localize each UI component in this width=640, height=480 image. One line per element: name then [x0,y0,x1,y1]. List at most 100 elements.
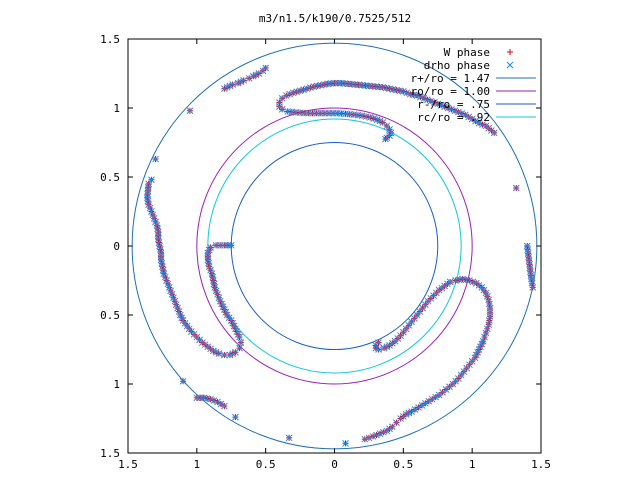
drho-phase-point [245,74,253,82]
drho-phase-point [150,215,158,222]
drho-phase-point [452,277,460,284]
legend-w-phase-marker [507,49,513,55]
drho-phase-point [380,344,388,352]
legend-drho-phase-marker [506,61,514,69]
drho-phase-point [148,208,155,215]
drho-phase-point [179,377,187,385]
y-tick-label: 1.5 [100,447,120,460]
drho-phase-point [232,413,239,421]
drho-phase-point [444,104,452,112]
drho-phase-point [221,351,228,359]
drho-phase-point [170,294,177,302]
drho-phase-point [160,270,168,277]
drho-phase-point [148,176,155,184]
x-tick-label: 1.5 [118,458,138,471]
drho-phase-point [369,433,377,440]
phase-points [143,64,537,447]
drho-phase-point [406,90,414,98]
drho-phase-point [207,244,214,251]
drho-phase-point [175,308,183,315]
drho-phase-point [483,293,491,300]
drho-phase-point [441,103,448,110]
drho-phase-point [420,94,428,102]
drho-phase-point [481,333,488,341]
drho-phase-point [434,100,442,108]
chart-title: m3/n1.5/k190/0.7525/512 [259,12,411,25]
drho-phase-point [174,304,181,312]
drho-phase-point [380,428,387,436]
legend-label: r+/ro = 1.47 [411,72,490,85]
drho-phase-point [529,284,537,291]
drho-phase-point [479,121,486,128]
drho-phase-point [386,126,393,133]
drho-phase-point [145,201,153,208]
drho-phase-point [469,278,477,286]
y-tick-label: 1 [113,378,120,391]
drho-phase-point [479,337,487,345]
drho-phase-point [212,287,220,295]
drho-phase-point [361,435,369,443]
legend-label: W phase [444,46,490,59]
drho-phase-point [237,339,245,346]
drho-phase-point [149,211,157,219]
drho-phase-point [221,85,228,93]
drho-phase-point [186,107,194,115]
drho-phase-point [482,122,490,130]
drho-phase-point [207,266,214,274]
y-tick-label: 0.5 [100,309,120,322]
radius-circle [230,142,439,350]
y-tick-label: 0.5 [100,171,120,184]
drho-phase-point [485,296,493,304]
radius-circle [196,107,473,385]
drho-phase-point [259,67,267,75]
drho-phase-point [365,434,373,442]
radius-circle [207,118,462,374]
drho-phase-point [161,273,169,281]
drho-phase-point [282,92,290,99]
drho-phase-point [146,204,154,212]
legend-label: ro/ro = 1.00 [411,85,490,98]
axis-ticks: 1.5 1 0.5 0 0.5 1 1.51.510.500.511.5 [100,33,551,471]
drho-phase-point [403,89,411,97]
drho-phase-point [373,431,380,439]
x-tick-label: 1 [194,458,201,471]
drho-phase-point [448,106,455,113]
drho-phase-point [289,89,297,97]
legend-label: r-/ro = .75 [417,98,490,111]
x-tick-label: 1 [469,458,476,471]
drho-phase-point [215,350,223,357]
drho-phase-point [458,110,466,117]
x-tick-label: 0 [331,458,338,471]
drho-phase-point [168,290,176,298]
drho-phase-point [208,270,216,277]
drho-phase-point [214,290,221,298]
drho-phase-point [472,279,480,287]
drho-phase-point [152,218,159,226]
x-tick-label: 0.5 [393,458,413,471]
drho-phase-point [227,241,235,249]
drho-phase-point [451,107,459,115]
y-tick-label: 1 [113,102,120,115]
drho-phase-point [278,94,286,102]
x-tick-label: 1.5 [531,458,551,471]
drho-phase-point [382,135,389,143]
drho-phase-point [285,434,293,442]
drho-phase-point [278,106,286,113]
legend-label: rc/ro = .92 [417,111,490,124]
drho-phase-point [342,439,349,447]
drho-phase-point [437,101,445,109]
drho-phase-point [165,284,173,291]
drho-phase-point [286,90,294,98]
drho-phase-point [483,325,491,333]
drho-phase-point [455,108,462,116]
drho-phase-point [152,155,159,163]
drho-phase-point [417,93,424,101]
drho-phase-point [375,339,382,346]
drho-phase-point [427,97,435,105]
drho-phase-point [193,394,201,402]
drho-phase-point [461,111,469,119]
drho-phase-point [210,397,218,404]
drho-phase-point [163,277,170,284]
